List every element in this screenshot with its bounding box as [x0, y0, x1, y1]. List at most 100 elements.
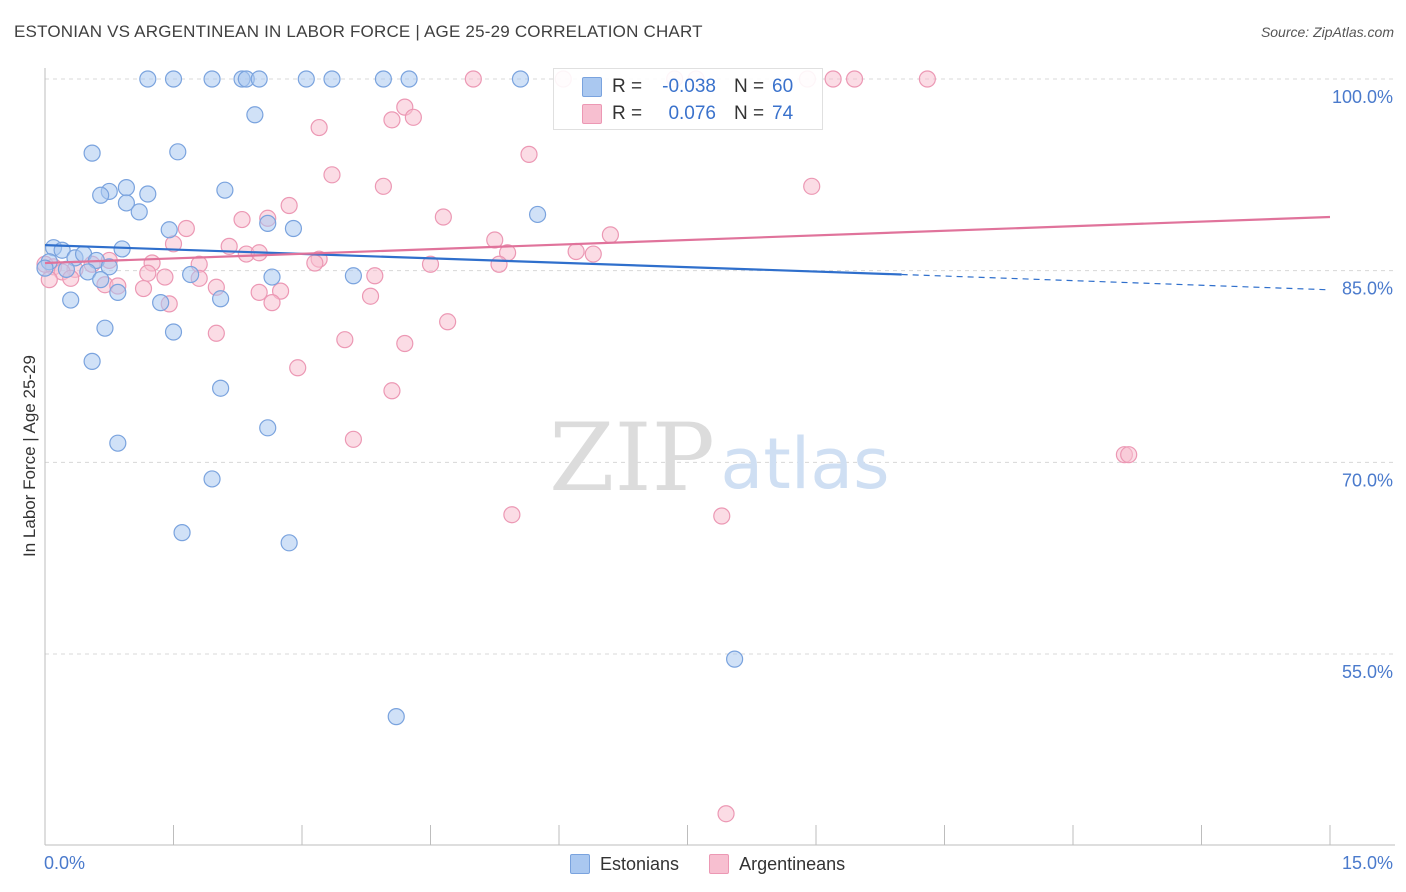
argentinean-point: [156, 268, 174, 286]
argentinean-point: [584, 245, 602, 263]
estonian-swatch: [582, 77, 602, 97]
estonian-point: [152, 294, 170, 312]
estonian-point: [374, 70, 392, 88]
estonian-point: [259, 214, 277, 232]
estonian-n-value: 60: [772, 76, 794, 97]
x-tick-label: 15.0%: [1342, 853, 1393, 873]
stats-row-argentineans: R = 0.076 N = 74: [554, 101, 822, 127]
estonian-point: [139, 185, 157, 203]
estonian-point: [511, 70, 530, 88]
estonian-point: [36, 259, 54, 277]
argentinean-point: [490, 255, 508, 273]
estonian-point: [528, 205, 547, 224]
bottom-legend: Estonians Argentineans: [570, 852, 875, 876]
trend-lines: [44, 215, 1331, 291]
estonian-point: [400, 70, 418, 88]
chart-title: ESTONIAN VS ARGENTINEAN IN LABOR FORCE |…: [14, 22, 703, 41]
r-label: R =: [612, 103, 643, 124]
legend-label-estonians: Estonians: [600, 853, 680, 874]
estonian-point: [246, 106, 264, 124]
argentinean-point: [289, 359, 307, 377]
estonian-point: [726, 650, 744, 668]
argentinean-point: [404, 108, 422, 126]
estonian-point: [169, 143, 187, 161]
argentinean-r-value: 0.076: [668, 103, 716, 124]
argentinean-point: [717, 805, 735, 823]
tick-labels: 55.0% 70.0% 85.0% 100.0% 0.0% 15.0%: [44, 87, 1393, 873]
argentinean-point: [1120, 446, 1138, 464]
y-tick-label: 55.0%: [1342, 662, 1393, 682]
estonian-point: [173, 524, 191, 542]
estonian-point: [92, 186, 110, 204]
estonian-point: [344, 267, 362, 285]
estonian-point: [250, 70, 268, 88]
estonian-point: [182, 265, 200, 284]
estonian-r-value: -0.038: [662, 76, 716, 97]
n-label: N =: [734, 76, 765, 97]
argentinean-point: [464, 70, 482, 88]
estonian-point: [62, 291, 80, 309]
argentinean-point: [421, 255, 440, 273]
n-label: N =: [734, 103, 765, 124]
argentinean-swatch: [582, 104, 602, 124]
argentinean-point: [824, 70, 842, 88]
estonian-point: [57, 260, 76, 278]
estonian-point: [117, 194, 135, 212]
argentinean-point: [520, 145, 538, 163]
estonian-point: [83, 352, 101, 370]
argentinean-point: [310, 118, 328, 137]
argentinean-point: [366, 267, 384, 285]
argentinean-point: [323, 166, 341, 184]
argentinean-point: [177, 219, 195, 238]
estonian-point: [160, 221, 178, 239]
legend-item-argentineans[interactable]: Argentineans: [709, 854, 845, 875]
legend-label-argentineans: Argentineans: [739, 853, 846, 874]
estonian-point: [216, 181, 234, 199]
source-attribution: Source: ZipAtlas.com: [1260, 24, 1394, 40]
argentinean-point: [306, 254, 324, 272]
argentinean-point: [336, 331, 354, 349]
estonian-point: [130, 203, 148, 221]
gridlines: [45, 78, 1395, 655]
argentinean-n-value: 74: [772, 103, 794, 124]
estonian-point: [280, 534, 298, 552]
argentinean-trend-line: [44, 215, 1331, 265]
argentinean-point: [439, 313, 457, 331]
argentinean-point: [567, 242, 585, 261]
estonian-point: [139, 70, 157, 88]
argentinean-point: [713, 507, 731, 525]
watermark: ZIP atlas: [549, 404, 889, 513]
argentinean-legend-swatch: [709, 854, 730, 874]
legend-item-estonians[interactable]: Estonians: [570, 854, 679, 875]
watermark-atlas: atlas: [720, 423, 889, 505]
argentinean-point: [263, 294, 281, 312]
estonian-point: [203, 70, 221, 88]
estonian-trend-extension: [901, 273, 1331, 291]
estonian-point: [164, 323, 183, 341]
estonian-point: [212, 290, 230, 308]
argentinean-point: [845, 70, 864, 88]
stats-legend: R = -0.038 N = 60 R = 0.076 N = 74: [553, 68, 823, 130]
y-tick-label: 70.0%: [1342, 470, 1393, 490]
estonian-point: [164, 70, 183, 88]
argentinean-point: [250, 283, 268, 301]
y-tick-label: 85.0%: [1342, 279, 1393, 299]
estonian-point: [297, 70, 315, 88]
estonian-point: [96, 319, 114, 337]
estonian-point: [263, 268, 281, 286]
y-tick-label: 100.0%: [1332, 87, 1393, 107]
r-label: R =: [612, 76, 643, 97]
estonian-point: [203, 470, 221, 488]
argentinean-point: [803, 177, 821, 195]
watermark-zip: ZIP: [549, 404, 715, 513]
argentinean-point: [344, 430, 362, 448]
estonian-point: [100, 258, 118, 276]
estonian-point: [212, 379, 230, 397]
estonian-point: [259, 419, 277, 437]
argentinean-point: [396, 334, 414, 353]
estonian-point: [83, 144, 101, 162]
argentinean-point: [918, 70, 936, 88]
argentinean-point: [383, 382, 401, 400]
estonian-legend-swatch: [570, 854, 590, 874]
